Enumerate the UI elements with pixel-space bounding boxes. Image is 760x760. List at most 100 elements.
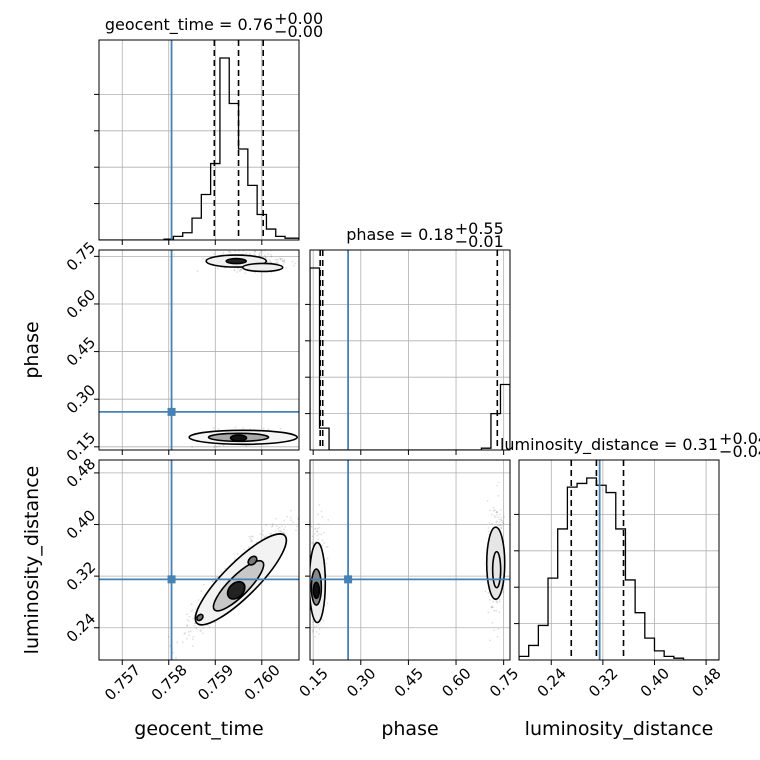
sample-point	[313, 626, 316, 629]
sample-point	[490, 513, 493, 516]
x-tick-label: 0.45	[391, 664, 427, 700]
x-tick-label: 0.48	[688, 664, 724, 700]
sample-point	[492, 600, 495, 603]
sample-point	[214, 445, 216, 447]
sample-point	[322, 620, 325, 622]
sample-point	[250, 535, 253, 538]
axes-frame	[98, 249, 300, 451]
sample-point	[262, 427, 265, 430]
panel-geocent_time-luminosity_distance	[167, 509, 302, 659]
sample-point	[183, 633, 186, 635]
sample-point	[199, 629, 202, 631]
x-axis-label: geocent_time	[134, 718, 263, 740]
sample-point	[491, 605, 493, 608]
sample-point	[283, 259, 286, 262]
sample-point	[497, 628, 500, 630]
sample-point	[254, 250, 257, 252]
sample-point	[493, 629, 495, 632]
sample-point	[303, 264, 305, 266]
sample-point	[269, 260, 272, 263]
sample-point	[312, 620, 314, 623]
sample-point	[275, 517, 277, 520]
sample-point	[270, 271, 273, 274]
sample-point	[317, 513, 320, 516]
sample-point	[277, 450, 279, 452]
sample-point	[274, 258, 277, 261]
sample-point	[249, 537, 252, 540]
sample-point	[188, 634, 191, 637]
panel-geocent_time-phase	[173, 250, 329, 452]
sample-point	[496, 511, 499, 514]
sample-point	[243, 548, 246, 551]
sample-point	[280, 531, 283, 533]
sample-point	[212, 580, 214, 583]
sample-point	[202, 632, 204, 635]
sample-point	[294, 262, 296, 265]
sample-point	[500, 526, 503, 529]
sample-point	[233, 250, 236, 253]
y-tick-label: 0.40	[63, 506, 99, 542]
sample-point	[286, 515, 289, 518]
sample-point	[216, 576, 219, 579]
truth-marker	[344, 575, 353, 584]
x-axis-label: phase	[381, 718, 438, 740]
sample-point	[501, 519, 503, 522]
sample-point	[497, 494, 500, 497]
x-tick-label: 0.40	[637, 664, 673, 700]
sample-point	[496, 514, 498, 516]
sample-point	[318, 633, 320, 636]
sample-point	[289, 516, 292, 519]
sample-point	[500, 508, 502, 511]
sample-point	[236, 271, 239, 273]
sample-point	[251, 535, 254, 538]
sample-point	[318, 627, 321, 630]
sample-point	[236, 553, 239, 555]
sample-point	[254, 271, 256, 274]
sample-point	[249, 252, 251, 255]
sample-point	[266, 261, 269, 264]
sample-point	[327, 278, 329, 280]
sample-point	[277, 529, 280, 532]
title-lower-error: −0.04	[719, 442, 760, 461]
y-tick-label: 0.30	[63, 381, 99, 417]
sample-point	[181, 641, 184, 644]
sample-point	[267, 428, 270, 431]
sample-point	[262, 534, 264, 536]
sample-point	[314, 528, 316, 530]
sample-point	[282, 263, 285, 265]
sample-point	[258, 255, 261, 257]
sample-point	[499, 513, 502, 516]
sample-point	[259, 533, 262, 535]
sample-point	[262, 529, 264, 532]
sample-point	[254, 251, 256, 254]
histogram-geocent_time	[99, 57, 299, 240]
y-axis-label: phase	[21, 321, 43, 378]
sample-point	[326, 557, 329, 560]
x-tick-label: 0.757	[101, 661, 144, 704]
sample-point	[487, 527, 490, 529]
sample-point	[190, 603, 193, 606]
sample-point	[486, 499, 489, 502]
sample-point	[253, 253, 256, 256]
sample-point	[326, 602, 329, 605]
sample-point	[495, 599, 498, 602]
sample-point	[503, 515, 506, 518]
gridlines	[99, 250, 299, 450]
axes-frame	[309, 459, 511, 661]
sample-point	[244, 272, 247, 274]
sample-point	[300, 519, 302, 521]
sample-point	[266, 260, 269, 263]
sample-point	[325, 546, 328, 549]
sample-point	[275, 259, 278, 261]
sample-point	[282, 531, 285, 534]
sample-point	[253, 250, 256, 253]
density-contour	[196, 613, 204, 622]
sample-point	[188, 620, 190, 622]
sample-point	[248, 535, 251, 538]
sample-point	[237, 250, 240, 253]
sample-point	[270, 532, 273, 535]
sample-point	[316, 528, 319, 530]
sample-point	[199, 630, 202, 633]
sample-point	[295, 529, 297, 532]
